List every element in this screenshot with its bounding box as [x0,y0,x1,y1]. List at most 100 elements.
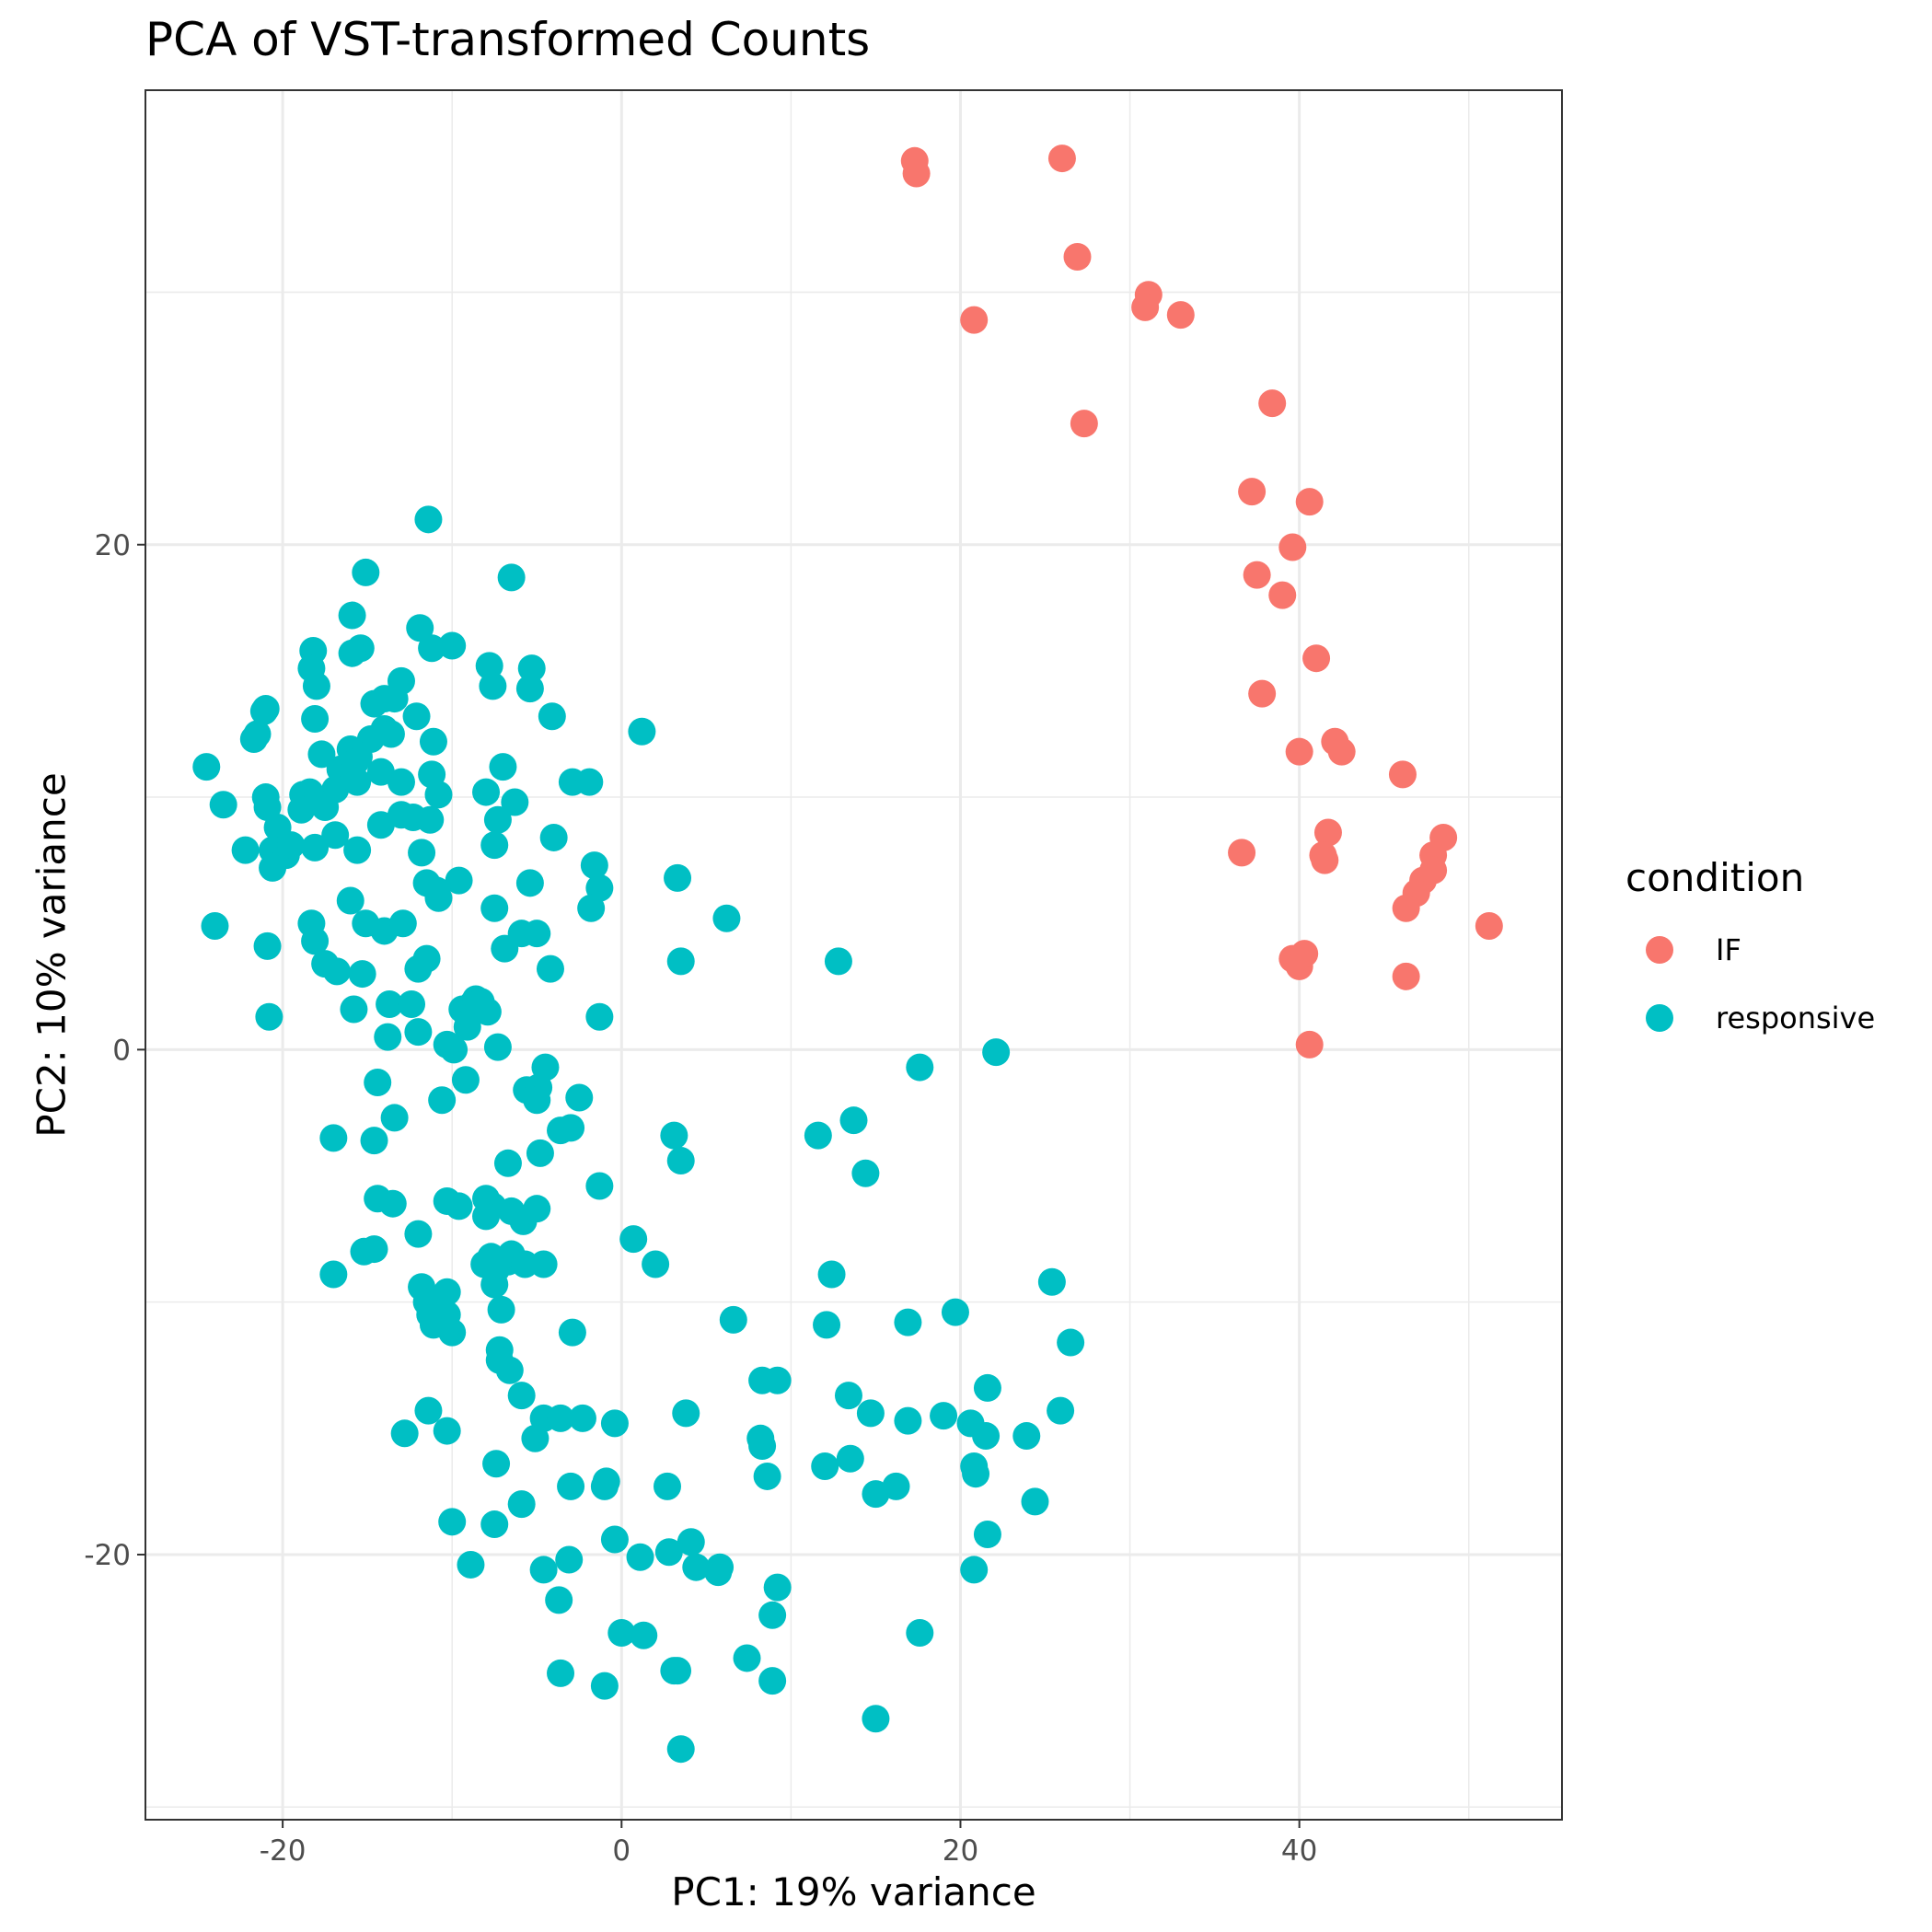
point-responsive [654,1472,681,1500]
point-responsive [1021,1487,1049,1516]
point-responsive [387,768,415,796]
point-responsive [440,1035,469,1064]
point-responsive [390,1419,419,1448]
y-tick-label: 20 [95,529,131,562]
data-points [192,145,1503,1764]
point-responsive [517,654,546,683]
point-responsive [343,836,372,864]
point-responsive [341,747,370,776]
point-responsive [654,1538,683,1567]
point-responsive [539,823,568,851]
y-axis-title: PC2: 10% variance [29,772,75,1137]
point-responsive [483,805,512,834]
point-responsive [408,839,436,867]
point-responsive [962,1460,990,1488]
point-if [960,306,989,334]
point-responsive [580,851,608,880]
point-if [1238,478,1267,506]
point-responsive [521,1424,550,1452]
point-responsive [851,1159,880,1187]
point-if [1295,1030,1324,1059]
point-if [1392,894,1420,922]
legend-label-responsive: responsive [1716,1001,1875,1035]
point-responsive [626,1543,654,1571]
point-if [1302,644,1331,673]
point-responsive [960,1556,989,1584]
axis-ticks: -20 0 20 40 -20 0 20 [84,529,1317,1868]
point-responsive [479,672,507,700]
point-responsive [352,558,380,586]
point-responsive [507,1490,536,1519]
point-responsive [406,614,434,642]
point-responsive [894,1406,922,1435]
point-responsive [536,954,564,983]
point-responsive [753,1462,781,1490]
point-responsive [491,934,519,963]
point-responsive [483,1033,512,1061]
point-if [1388,760,1417,789]
point-responsive [894,1308,922,1336]
point-responsive [311,793,340,822]
point-responsive [374,1023,402,1051]
x-tick-label: 20 [943,1834,978,1868]
point-responsive [839,1106,868,1135]
x-axis-title: PC1: 19% variance [671,1869,1035,1915]
point-responsive [495,1356,524,1384]
point-responsive [192,753,221,781]
point-if [1248,679,1277,708]
point-if [1392,962,1420,990]
point-responsive [811,1452,839,1480]
point-responsive [529,1556,558,1584]
point-responsive [321,821,350,850]
point-responsive [438,631,467,660]
point-responsive [1047,1396,1075,1425]
point-responsive [480,1510,509,1539]
point-responsive [497,563,526,592]
point-responsive [277,831,306,860]
point-responsive [480,894,509,922]
point-responsive [376,989,404,1018]
point-responsive [323,957,352,986]
point-responsive [748,1432,777,1461]
point-responsive [338,601,366,630]
point-responsive [1012,1422,1041,1451]
minor-gridlines [145,90,1562,1820]
point-responsive [404,1018,433,1047]
point-responsive [307,740,336,769]
point-responsive [856,1399,885,1428]
point-responsive [445,866,473,895]
point-if [1047,145,1076,173]
point-responsive [585,1172,614,1200]
point-if [1327,737,1356,766]
point-responsive [813,1311,841,1339]
point-if [1313,818,1342,847]
point-responsive [817,1260,846,1289]
point-responsive [515,869,544,897]
chart-title: PCA of VST-transformed Counts [145,13,870,66]
legend-key-responsive [1646,1004,1673,1032]
point-if [1070,410,1098,438]
point-if [1166,301,1195,330]
point-responsive [600,1525,629,1554]
point-responsive [472,1202,501,1231]
point-responsive [343,768,372,796]
y-tick-label: -20 [84,1539,131,1572]
point-responsive [231,836,260,864]
point-responsive [930,1402,958,1430]
legend: condition IF responsive [1625,855,1875,1035]
point-responsive [619,1225,648,1254]
point-responsive [862,1480,890,1509]
point-if [902,159,931,188]
point-responsive [590,1672,619,1700]
point-responsive [301,705,330,734]
point-responsive [480,1270,509,1299]
point-responsive [660,1121,688,1150]
point-if [1268,581,1297,609]
point-if [1475,911,1503,940]
point-responsive [255,1002,283,1031]
point-responsive [348,960,376,989]
point-if [1258,389,1287,418]
point-responsive [672,1399,700,1428]
point-responsive [515,675,544,703]
